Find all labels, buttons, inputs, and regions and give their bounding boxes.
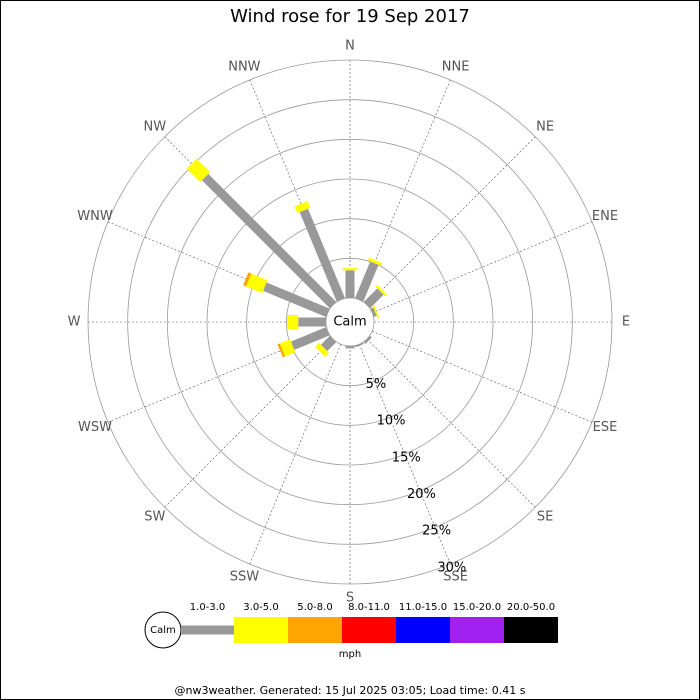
direction-label: N <box>345 39 355 54</box>
ring-label: 10% <box>377 414 406 429</box>
legend-swatch <box>396 617 450 643</box>
direction-label: NW <box>144 119 167 134</box>
legend-label: 8.0-11.0 <box>348 602 390 613</box>
bar-segment <box>372 304 380 319</box>
bar-segment <box>186 158 211 183</box>
ring-label: 5% <box>366 377 387 392</box>
ring <box>246 218 454 426</box>
direction-label: WSW <box>78 420 112 435</box>
bar-segment <box>245 273 268 294</box>
footer: @nw3weather. Generated: 15 Jul 2025 03:0… <box>175 684 526 697</box>
legend-swatch <box>181 625 234 635</box>
ring <box>166 138 534 506</box>
direction-label: NNW <box>228 60 260 75</box>
bar-segment <box>345 270 355 298</box>
legend-label: 5.0-8.0 <box>297 602 332 613</box>
direction-label: SSW <box>230 569 260 584</box>
ring <box>285 257 415 387</box>
bars <box>186 158 388 358</box>
direction-label: SW <box>144 510 165 525</box>
calm-label: Calm <box>333 315 366 330</box>
bar-segment <box>201 173 337 309</box>
ring-label: 15% <box>392 450 421 465</box>
legend-label: 1.0-3.0 <box>190 602 225 613</box>
bar-segment <box>299 208 345 302</box>
bar-segment <box>277 343 286 358</box>
direction-label: WNW <box>77 209 113 224</box>
ring <box>206 178 494 466</box>
legend-calm-label: Calm <box>150 625 176 636</box>
bar-segment <box>290 327 330 350</box>
legend-swatch <box>342 617 396 643</box>
ring-label: 25% <box>422 524 451 539</box>
direction-label: S <box>346 591 354 606</box>
legend-swatch <box>450 617 504 643</box>
bar-segment <box>279 339 296 357</box>
direction-label: W <box>68 315 81 330</box>
bar-segment <box>370 307 377 317</box>
direction-label: NE <box>536 119 554 134</box>
legend-swatch <box>504 617 558 643</box>
direction-label: E <box>622 315 630 330</box>
bar-segment <box>363 335 372 344</box>
bar-segment <box>298 317 326 327</box>
bar-segment <box>287 315 299 329</box>
legend-label: 3.0-5.0 <box>243 602 278 613</box>
bar-segment <box>320 335 337 352</box>
direction-label: ESE <box>593 420 618 435</box>
ring-label: 30% <box>437 560 466 575</box>
legend-swatch <box>234 617 288 643</box>
bar-segment <box>345 346 355 349</box>
bar-segment <box>375 284 388 297</box>
bar-segment <box>294 201 311 214</box>
legend-label: 20.0-50.0 <box>507 602 555 613</box>
bar-segment <box>363 288 384 309</box>
bar-segment <box>243 272 252 287</box>
direction-label: NNE <box>442 60 470 75</box>
chart-title: Wind rose for 19 Sep 2017 <box>230 6 470 27</box>
direction-label: ENE <box>592 209 618 224</box>
unit-label: mph <box>339 649 361 660</box>
legend-swatch <box>288 617 342 643</box>
ring-label: 20% <box>407 487 436 502</box>
bar-segment <box>343 267 357 271</box>
bar-segment <box>355 261 379 302</box>
bar-segment <box>263 282 330 317</box>
bar-segment <box>355 342 364 348</box>
bar-segment <box>315 342 330 357</box>
ring <box>127 99 573 545</box>
legend-label: 15.0-20.0 <box>453 602 501 613</box>
direction-label: SE <box>537 510 553 525</box>
bar-segment <box>367 257 383 266</box>
legend-label: 11.0-15.0 <box>399 602 447 613</box>
direction-label: SSE <box>443 569 468 584</box>
